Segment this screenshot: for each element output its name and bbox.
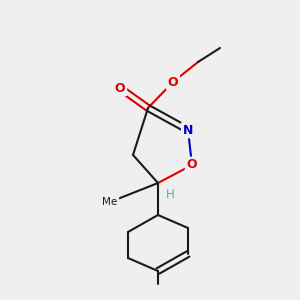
Text: Me: Me [102, 197, 118, 207]
Text: N: N [183, 124, 193, 136]
Text: O: O [187, 158, 197, 172]
Text: O: O [115, 82, 125, 94]
Text: O: O [168, 76, 178, 88]
Text: H: H [166, 188, 174, 202]
